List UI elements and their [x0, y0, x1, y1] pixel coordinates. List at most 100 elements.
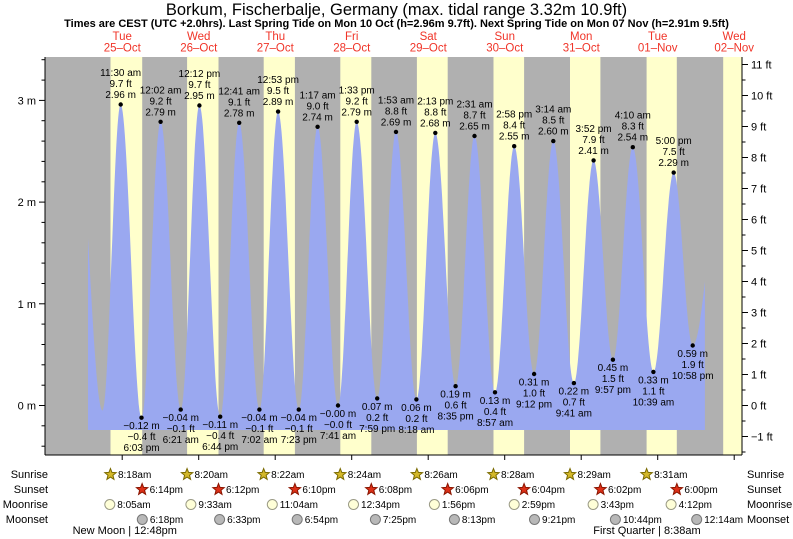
y-axis-right-label: 5 ft	[751, 246, 766, 258]
high-tide-time: 1:17 am	[300, 90, 336, 101]
day-label-weekday: Tue	[648, 31, 667, 43]
high-tide-dot	[275, 109, 281, 114]
y-axis-right-label: 10 ft	[751, 91, 772, 103]
low-tide-dot	[492, 390, 498, 395]
day-label-date: 30–Oct	[486, 43, 524, 55]
low-tide-ft: 0.7 ft	[563, 398, 585, 409]
moonset-time: 12:14am	[704, 515, 743, 526]
sunrise-time: 8:29am	[578, 470, 611, 481]
y-axis-right-label: 4 ft	[751, 277, 766, 289]
moonset-time: 6:54pm	[305, 515, 338, 526]
day-label-weekday: Tue	[113, 31, 132, 43]
day-label-date: 28–Oct	[333, 43, 371, 55]
low-tide-dot	[690, 343, 695, 348]
moonrise-icon	[104, 499, 116, 510]
high-tide-dot	[512, 144, 517, 149]
high-tide-time: 12:53 pm	[257, 75, 299, 86]
sunrise-star-icon	[180, 467, 195, 481]
moonrise-time: 9:33am	[198, 500, 231, 511]
day-label-date: 02–Nov	[714, 43, 754, 55]
low-tide-m: 0.07 m	[362, 402, 393, 413]
sunrise-star-icon	[639, 467, 654, 481]
moonset-time: 8:13pm	[462, 515, 495, 526]
high-tide-dot	[472, 133, 477, 139]
row-label-sunrise-left: Sunrise	[11, 469, 48, 481]
day-label-weekday: Mon	[570, 31, 592, 43]
low-tide-m: −0.04 m	[241, 413, 277, 424]
low-tide-ft: −0.1 ft	[245, 424, 273, 435]
y-axis-left-label: 3 m	[18, 95, 36, 107]
sunset-time: 6:02pm	[608, 485, 641, 496]
high-tide-time: 3:14 am	[535, 105, 571, 116]
spring-tide-subtitle: Times are CEST (UTC +2.0hrs). Last Sprin…	[64, 18, 729, 30]
day-label-date: 29–Oct	[410, 43, 448, 55]
low-tide-time: 7:41 am	[320, 431, 356, 442]
high-tide-time: 1:53 am	[378, 95, 414, 106]
y-axis-right-label: 2 ft	[751, 339, 766, 351]
day-label-weekday: Sun	[495, 31, 515, 43]
high-tide-m: 2.79 m	[341, 107, 372, 118]
low-tide-m: 0.22 m	[559, 387, 590, 398]
low-tide-m: 0.33 m	[638, 375, 669, 386]
low-tide-time: 7:59 pm	[359, 424, 395, 435]
high-tide-ft: 8.5 ft	[542, 116, 564, 127]
low-tide-m: 0.06 m	[401, 403, 432, 414]
high-tide-time: 2:31 am	[456, 99, 492, 110]
sunrise-time: 8:20am	[195, 470, 228, 481]
high-tide-ft: 9.7 ft	[188, 80, 210, 91]
low-tide-ft: −0.4 ft	[127, 432, 155, 443]
moonset-icon	[691, 514, 703, 525]
moonset-icon	[214, 514, 226, 525]
sunrise-time: 8:26am	[424, 470, 457, 481]
low-tide-time: 9:41 am	[556, 409, 592, 420]
low-tide-ft: −0.4 ft	[206, 431, 234, 442]
high-tide-dot	[433, 130, 438, 136]
moonrise-icon	[508, 499, 520, 510]
high-tide-m: 2.69 m	[381, 117, 412, 128]
low-tide-dot	[335, 403, 341, 408]
low-tide-time: 9:12 pm	[516, 399, 552, 410]
high-tide-m: 2.96 m	[105, 90, 136, 101]
high-tide-time: 12:12 pm	[179, 69, 221, 80]
low-tide-dot	[531, 371, 537, 377]
low-tide-ft: 0.6 ft	[444, 401, 466, 412]
high-tide-ft: 9.0 ft	[306, 101, 328, 112]
moonrise-time: 12:34pm	[361, 500, 400, 511]
high-tide-ft: 8.8 ft	[385, 106, 407, 117]
sunrise-time: 8:28am	[501, 470, 534, 481]
sunset-star-icon	[593, 482, 608, 496]
moonset-icon	[448, 514, 460, 525]
low-tide-time: 7:02 am	[241, 435, 277, 446]
low-tide-dot	[414, 397, 419, 402]
low-tide-m: −0.11 m	[202, 420, 238, 431]
high-tide-time: 1:33 pm	[339, 85, 375, 96]
sun-moon-rows: Sunrise Sunrise 8:18am 8:20am 8:22am 8:24am 8:…	[3, 467, 792, 537]
moonset-time: 9:21pm	[542, 515, 575, 526]
sunset-star-icon	[364, 482, 379, 496]
low-tide-m: −0.04 m	[163, 413, 199, 424]
high-tide-time: 2:13 pm	[417, 96, 453, 107]
low-tide-m: 0.59 m	[677, 349, 708, 360]
low-tide-dot	[218, 414, 223, 419]
sunset-star-icon	[135, 482, 150, 496]
low-tide-ft: −0.1 ft	[167, 424, 195, 435]
sunset-star-icon	[517, 482, 532, 496]
day-label-date: 25–Oct	[104, 43, 142, 55]
high-tide-time: 2:58 pm	[496, 110, 532, 121]
y-axis-right-label: 0 ft	[751, 401, 766, 413]
high-tide-dot	[671, 170, 676, 175]
low-tide-ft: −0.0 ft	[324, 420, 352, 431]
high-tide-dot	[630, 145, 635, 150]
row-label-moonrise-right: Moonrise	[747, 499, 792, 511]
moonrise-time: 3:43pm	[601, 500, 634, 511]
low-tide-m: 0.19 m	[440, 390, 471, 401]
moonset-icon	[529, 514, 540, 525]
low-tide-m: 0.13 m	[480, 396, 511, 407]
high-tide-m: 2.95 m	[184, 91, 215, 102]
row-label-sunrise-right: Sunrise	[747, 469, 784, 481]
high-tide-ft: 8.3 ft	[622, 122, 644, 133]
high-tide-dot	[354, 119, 359, 125]
sunset-star-icon	[287, 482, 302, 496]
moonset-time: 6:33pm	[227, 515, 260, 526]
low-tide-m: 0.31 m	[519, 377, 550, 388]
